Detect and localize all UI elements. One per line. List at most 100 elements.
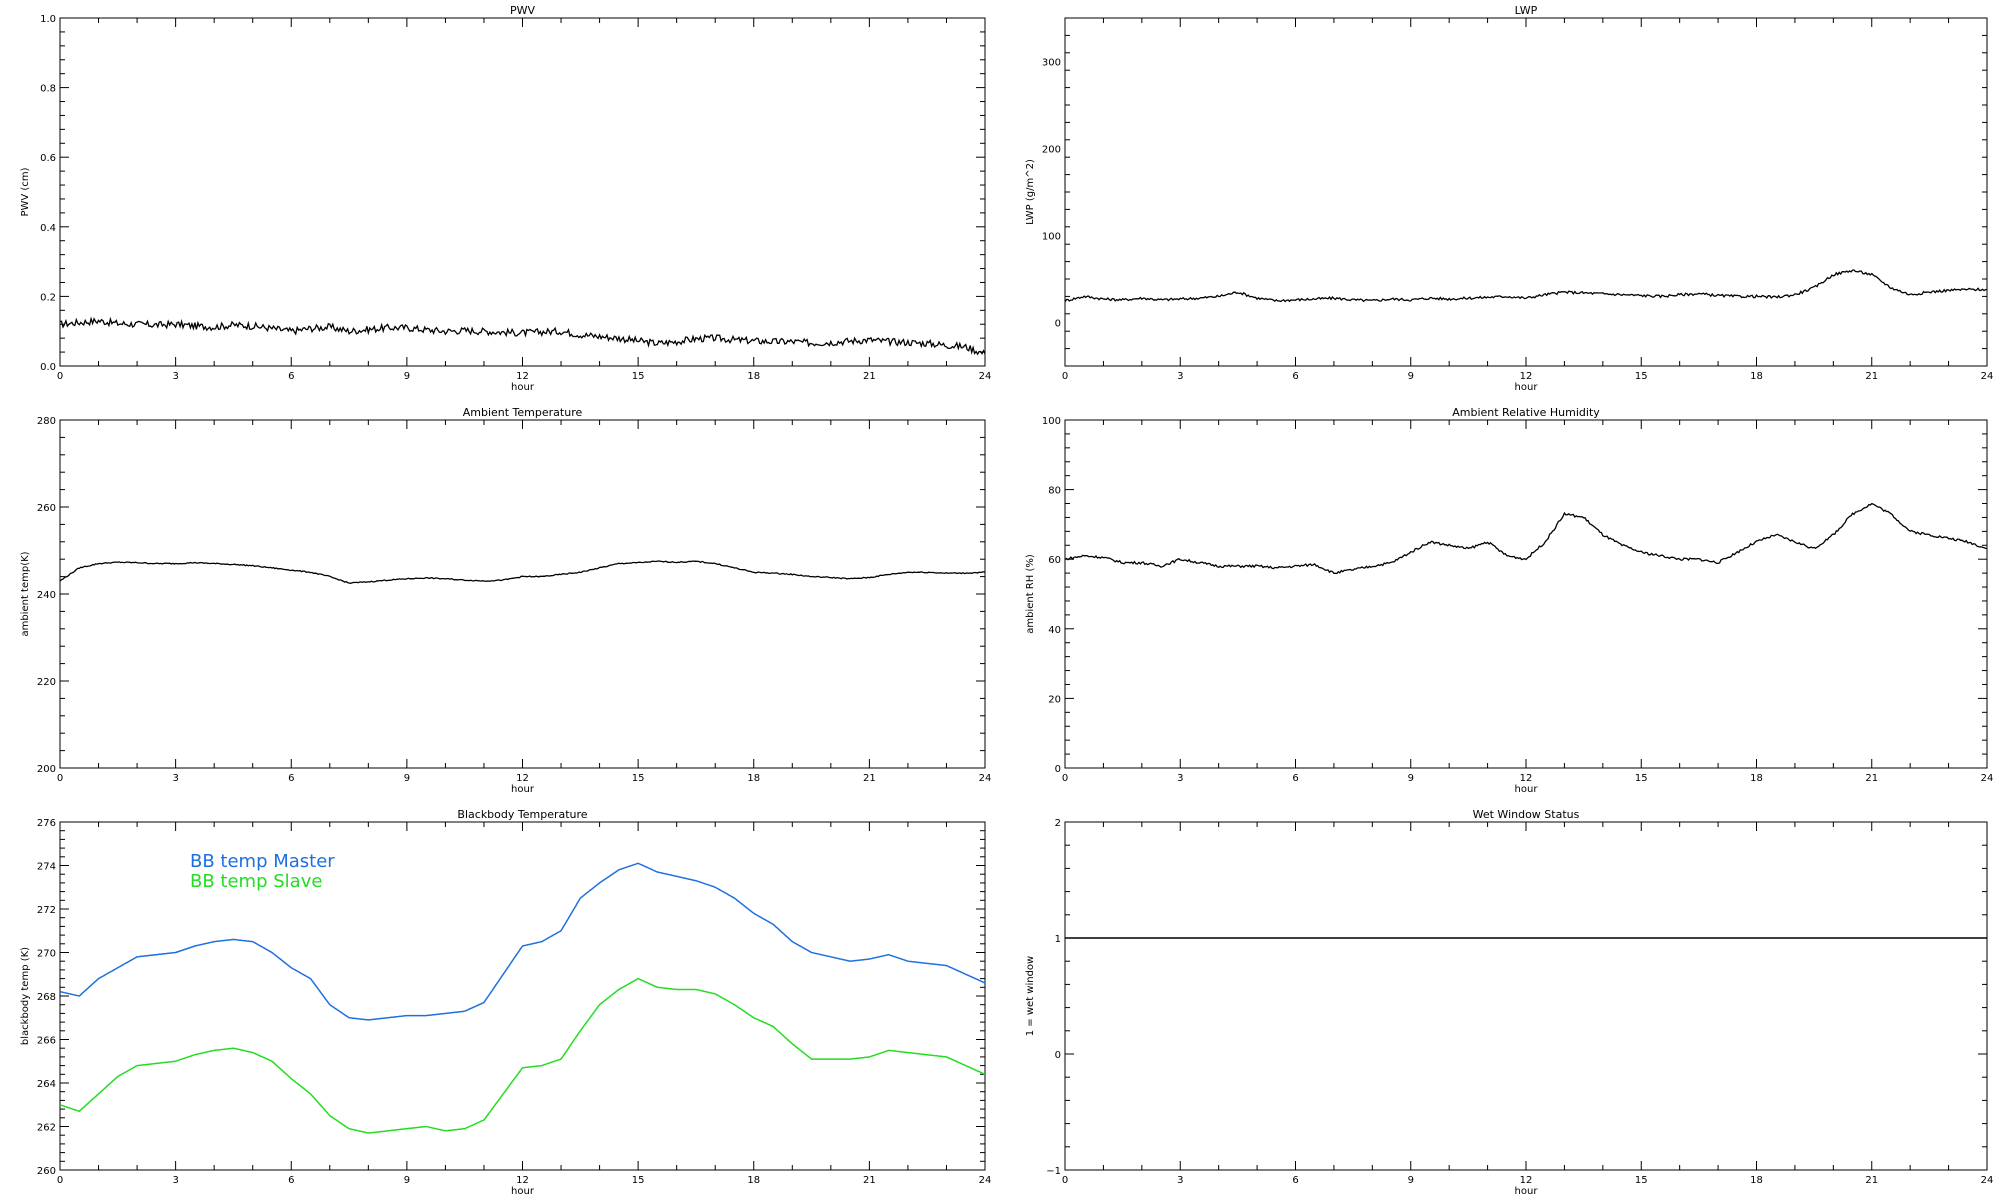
x-tick-label: 9 <box>1408 371 1414 382</box>
x-tick-label: 0 <box>1062 371 1068 382</box>
x-tick-label: 21 <box>863 371 876 382</box>
y-tick-label: 0.0 <box>40 362 56 373</box>
x-axis-label: hour <box>511 382 535 393</box>
y-tick-label: 0 <box>1055 1050 1061 1061</box>
plot-frame <box>59 419 986 769</box>
x-tick-label: 18 <box>1750 1175 1763 1186</box>
x-tick-label: 24 <box>979 371 992 382</box>
y-tick-label: 0 <box>1055 764 1061 775</box>
x-tick-label: 3 <box>172 371 178 382</box>
y-tick-label: 274 <box>37 862 56 873</box>
y-axis-label: ambient temp(K) <box>20 551 31 636</box>
x-tick-label: 18 <box>747 773 760 784</box>
x-tick-label: 9 <box>1408 1175 1414 1186</box>
x-tick-label: 12 <box>516 1175 529 1186</box>
y-tick-label: 276 <box>37 818 56 829</box>
y-tick-label: 260 <box>37 1166 56 1177</box>
y-tick-label: 0.6 <box>40 153 56 164</box>
x-tick-label: 18 <box>747 371 760 382</box>
y-tick-label: 262 <box>37 1123 56 1134</box>
x-tick-label: 24 <box>979 773 992 784</box>
x-tick-label: 15 <box>632 773 645 784</box>
y-tick-label: 200 <box>37 764 56 775</box>
plot-frame <box>1064 419 1988 769</box>
x-tick-label: 0 <box>57 1175 63 1186</box>
x-tick-label: 0 <box>57 773 63 784</box>
x-tick-label: 24 <box>979 1175 992 1186</box>
series-line-1 <box>59 316 986 356</box>
chart-panel-1: PWV 0 3 6 9 12 15 18 21 24 hour 0.0 0.2 0.4 0.6 0.8 1.0 P… <box>20 4 991 393</box>
legend-entry: BB temp Slave <box>190 871 322 892</box>
x-tick-label: 12 <box>1520 1175 1533 1186</box>
chart-panel-5: Blackbody Temperature 0 3 6 9 12 15 18 21 24 hour 2… <box>20 808 991 1197</box>
chart-title: Ambient Temperature <box>463 406 583 419</box>
x-tick-label: 0 <box>1062 1175 1068 1186</box>
y-tick-label: 2 <box>1055 818 1061 829</box>
x-tick-label: 3 <box>1177 1175 1183 1186</box>
y-tick-label: 260 <box>37 503 56 514</box>
x-tick-label: 3 <box>1177 773 1183 784</box>
chart-panel-4: Ambient Relative Humidity 0 3 6 9 12 15 18 21 24 h… <box>1025 406 1993 795</box>
y-tick-label: 270 <box>37 949 56 960</box>
x-tick-label: 15 <box>1635 371 1648 382</box>
y-tick-label: 268 <box>37 992 56 1003</box>
y-tick-label: 266 <box>37 1036 56 1047</box>
x-tick-label: 21 <box>863 773 876 784</box>
series-line-bb-temp-slave <box>59 977 986 1134</box>
y-axis-label: LWP (g/m^2) <box>1025 159 1036 225</box>
x-tick-label: 15 <box>632 1175 645 1186</box>
y-tick-label: 40 <box>1048 625 1061 636</box>
x-tick-label: 24 <box>1981 773 1994 784</box>
x-tick-label: 6 <box>288 371 294 382</box>
y-tick-label: 220 <box>37 677 56 688</box>
x-tick-label: 21 <box>863 1175 876 1186</box>
x-tick-label: 9 <box>404 1175 410 1186</box>
y-tick-label: 100 <box>1042 232 1061 243</box>
series-line-1 <box>59 560 986 584</box>
y-tick-label: 272 <box>37 905 56 916</box>
y-tick-label: −1 <box>1046 1166 1061 1177</box>
x-axis-label: hour <box>1515 1186 1539 1197</box>
chart-title: LWP <box>1515 4 1538 17</box>
y-axis-label: blackbody temp (K) <box>20 947 31 1045</box>
x-tick-label: 3 <box>1177 371 1183 382</box>
y-tick-label: 60 <box>1048 555 1061 566</box>
x-tick-label: 3 <box>172 1175 178 1186</box>
chart-title: Blackbody Temperature <box>457 808 587 821</box>
x-tick-label: 9 <box>404 371 410 382</box>
x-tick-label: 15 <box>632 371 645 382</box>
chart-title: Wet Window Status <box>1473 808 1580 821</box>
x-tick-label: 9 <box>404 773 410 784</box>
x-tick-label: 12 <box>516 371 529 382</box>
y-tick-label: 80 <box>1048 486 1061 497</box>
x-axis-label: hour <box>1515 382 1539 393</box>
y-tick-label: 264 <box>37 1079 56 1090</box>
legend-entry: BB temp Master <box>190 851 335 872</box>
x-tick-label: 24 <box>1981 371 1994 382</box>
y-tick-label: 200 <box>1042 145 1061 156</box>
x-tick-label: 6 <box>288 1175 294 1186</box>
chart-title: PWV <box>510 4 536 17</box>
y-axis-label: 1 = wet window <box>1025 956 1036 1036</box>
y-tick-label: 300 <box>1042 58 1061 69</box>
x-tick-label: 18 <box>1750 371 1763 382</box>
series-line-1 <box>1064 269 1988 303</box>
x-axis-label: hour <box>511 1186 535 1197</box>
x-tick-label: 12 <box>516 773 529 784</box>
y-tick-label: 0.4 <box>40 223 56 234</box>
y-tick-label: 0.2 <box>40 292 56 303</box>
x-tick-label: 15 <box>1635 773 1648 784</box>
x-tick-label: 0 <box>1062 773 1068 784</box>
x-tick-label: 6 <box>1292 371 1298 382</box>
chart-title: Ambient Relative Humidity <box>1452 406 1600 419</box>
x-tick-label: 6 <box>288 773 294 784</box>
y-axis-label: PWV (cm) <box>20 167 31 216</box>
plot-frame <box>59 17 986 367</box>
x-tick-label: 18 <box>747 1175 760 1186</box>
chart-panel-3: Ambient Temperature 0 3 6 9 12 15 18 21 24 hour 200… <box>20 406 991 795</box>
y-tick-label: 100 <box>1042 416 1061 427</box>
plot-frame <box>1064 821 1988 1171</box>
y-axis-label: ambient RH (%) <box>1025 554 1036 634</box>
